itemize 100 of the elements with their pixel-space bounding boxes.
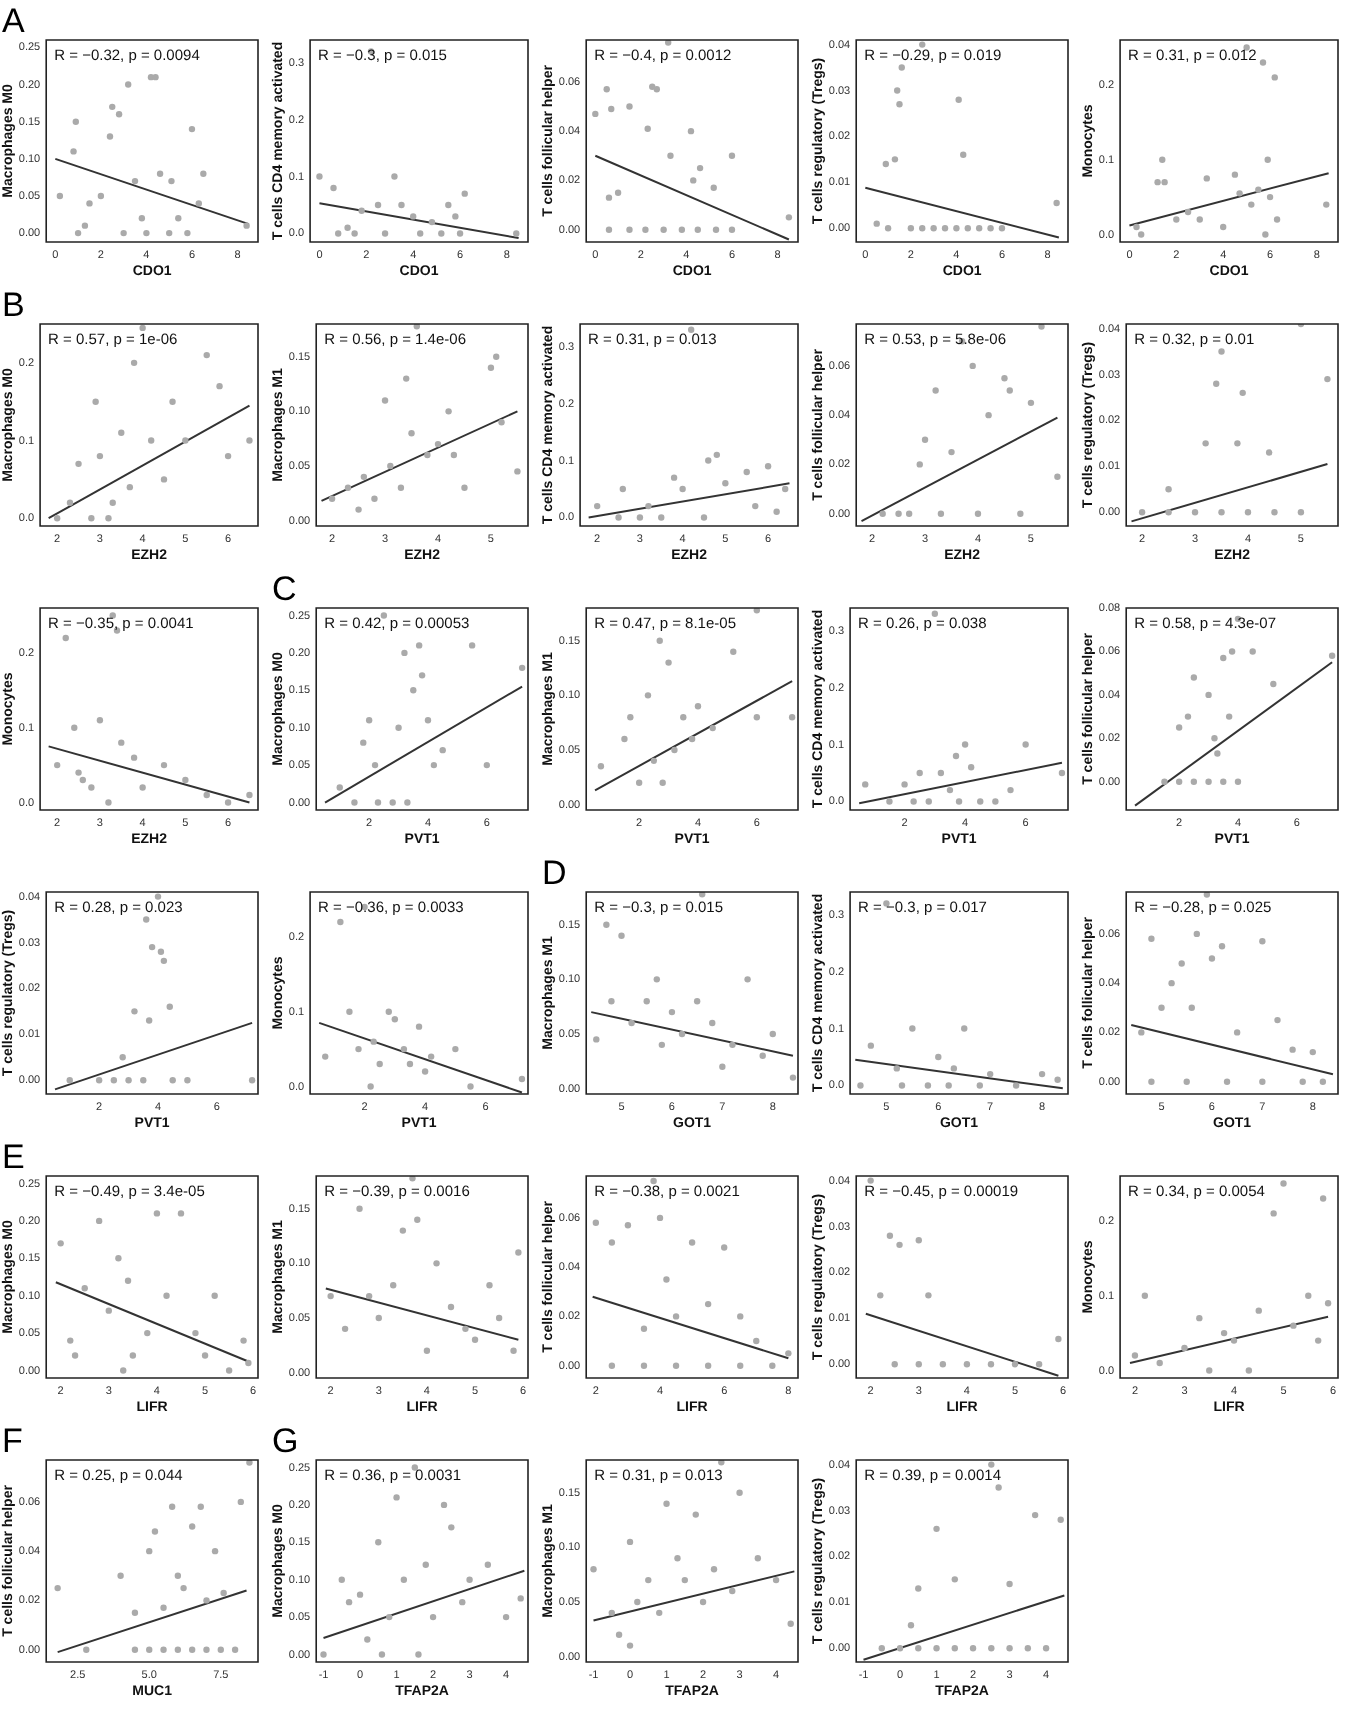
point <box>105 1307 112 1314</box>
point <box>645 502 652 510</box>
point <box>1022 741 1029 748</box>
point <box>1214 750 1221 757</box>
point <box>700 514 708 521</box>
point <box>495 1314 503 1322</box>
point <box>743 468 750 476</box>
point <box>381 230 389 237</box>
point <box>615 514 622 521</box>
point <box>1220 1329 1228 1337</box>
point <box>346 1008 353 1015</box>
text: A <box>2 2 26 40</box>
point <box>712 226 720 233</box>
point <box>1305 1292 1312 1299</box>
point <box>650 1177 657 1185</box>
point <box>1154 178 1161 186</box>
point <box>201 1352 209 1359</box>
point <box>618 932 625 939</box>
point <box>461 190 468 197</box>
point <box>1006 1580 1013 1588</box>
point <box>424 717 432 724</box>
point <box>427 1053 435 1060</box>
point <box>1289 1046 1296 1053</box>
point <box>1055 1335 1062 1343</box>
point <box>694 226 701 233</box>
point <box>177 1210 185 1217</box>
point <box>597 763 605 770</box>
point <box>608 105 615 113</box>
point <box>445 201 452 209</box>
point <box>1184 208 1192 216</box>
point <box>736 1489 743 1496</box>
point <box>693 997 701 1005</box>
point <box>862 781 869 788</box>
point <box>328 495 336 502</box>
point <box>421 1068 429 1075</box>
point <box>517 1595 524 1602</box>
point <box>656 1609 663 1617</box>
point <box>145 1017 153 1024</box>
point <box>1299 1078 1306 1085</box>
point <box>640 1362 648 1369</box>
point <box>785 1350 792 1357</box>
point <box>423 1347 431 1354</box>
point <box>1138 509 1146 516</box>
point <box>1324 1299 1332 1307</box>
point <box>644 692 652 699</box>
point <box>687 326 695 333</box>
point <box>988 1645 995 1652</box>
point <box>386 1613 393 1621</box>
point <box>467 1083 474 1090</box>
point <box>448 1524 455 1531</box>
point <box>160 761 168 769</box>
point <box>106 133 114 140</box>
point <box>1161 178 1168 186</box>
point <box>75 769 82 776</box>
point <box>603 921 610 928</box>
point <box>131 177 139 185</box>
point <box>621 735 628 743</box>
point <box>656 1214 664 1222</box>
point <box>56 192 64 200</box>
point <box>184 1077 191 1084</box>
point <box>156 170 164 177</box>
point <box>891 1361 898 1368</box>
point <box>628 1019 635 1027</box>
point <box>365 1292 373 1300</box>
point <box>456 230 464 237</box>
point <box>998 225 1006 232</box>
point <box>976 1082 983 1089</box>
point <box>220 1589 227 1597</box>
point <box>915 1237 922 1244</box>
point <box>937 769 945 777</box>
point <box>945 1082 952 1089</box>
point <box>898 1082 906 1089</box>
point <box>709 724 716 732</box>
point <box>1265 449 1273 456</box>
point <box>1248 201 1255 208</box>
point <box>166 1003 173 1010</box>
point <box>447 1303 455 1311</box>
point <box>704 1300 712 1308</box>
point <box>907 1622 915 1629</box>
point <box>130 359 138 367</box>
point <box>901 781 908 788</box>
point <box>916 461 923 468</box>
point <box>400 1045 408 1053</box>
point <box>110 1077 118 1084</box>
point <box>951 1645 958 1652</box>
point <box>769 1362 776 1369</box>
point <box>744 976 751 983</box>
point <box>619 485 627 493</box>
point <box>905 510 913 517</box>
point <box>932 387 939 394</box>
point <box>365 717 373 724</box>
point <box>1208 955 1216 962</box>
point <box>320 1651 327 1658</box>
point <box>891 156 899 163</box>
point <box>924 1082 932 1089</box>
point <box>231 1646 239 1653</box>
point <box>225 1367 233 1374</box>
point <box>395 724 402 731</box>
point <box>882 160 890 168</box>
point <box>626 1642 634 1649</box>
